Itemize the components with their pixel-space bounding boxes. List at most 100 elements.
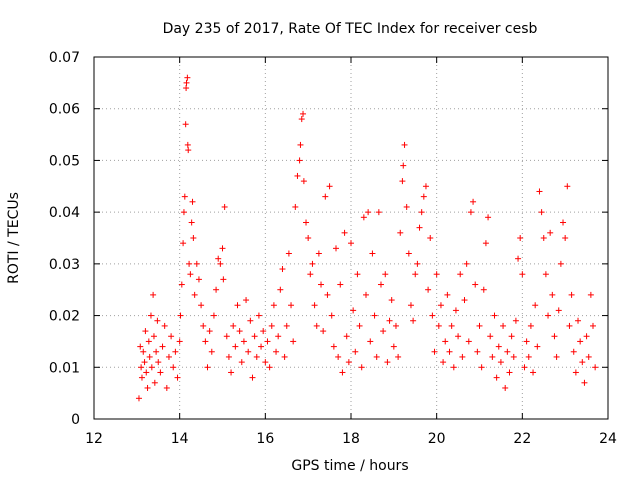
data-point [575, 317, 582, 324]
data-point [215, 255, 222, 262]
data-point [155, 359, 162, 366]
data-point [403, 203, 410, 210]
data-point [538, 209, 545, 216]
data-point [581, 379, 588, 386]
data-point [193, 260, 200, 267]
y-tick-label: 0.05 [49, 153, 80, 169]
data-point [253, 353, 260, 360]
data-point [392, 322, 399, 329]
data-point [186, 260, 193, 267]
data-point [245, 348, 252, 355]
data-point [183, 79, 190, 86]
data-point [161, 322, 168, 329]
data-point [153, 348, 160, 355]
data-point [467, 209, 474, 216]
data-point [587, 291, 594, 298]
data-point [159, 343, 166, 350]
data-point [547, 229, 554, 236]
data-point [330, 343, 337, 350]
data-point [564, 183, 571, 190]
data-point [180, 240, 187, 247]
data-point [165, 353, 172, 360]
data-point [300, 178, 307, 185]
data-point [309, 260, 316, 267]
data-point [442, 338, 449, 345]
data-point [568, 291, 575, 298]
data-point [585, 353, 592, 360]
y-tick-label: 0.06 [49, 102, 80, 118]
data-point [219, 245, 226, 252]
data-point [390, 343, 397, 350]
data-point [523, 338, 530, 345]
data-point [461, 297, 468, 304]
data-point [249, 374, 256, 381]
data-point [519, 271, 526, 278]
data-point [356, 322, 363, 329]
data-point [527, 322, 534, 329]
data-point [145, 338, 152, 345]
data-point [577, 338, 584, 345]
data-point [297, 141, 304, 148]
data-point [178, 281, 185, 288]
data-point [181, 193, 188, 200]
data-point [296, 157, 303, 164]
data-point [290, 338, 297, 345]
data-point [324, 291, 331, 298]
data-point [517, 235, 524, 241]
data-point [452, 307, 459, 314]
data-point [294, 172, 301, 179]
data-point [147, 312, 154, 319]
data-point [335, 353, 342, 360]
data-point [435, 322, 442, 329]
data-point [397, 229, 404, 236]
data-point [590, 322, 597, 329]
data-point [489, 353, 496, 360]
data-point [273, 348, 280, 355]
data-point [395, 353, 402, 360]
data-point [515, 255, 522, 262]
y-tick-label: 0.07 [49, 50, 80, 66]
data-point [440, 359, 447, 366]
data-point [172, 348, 179, 355]
data-point [422, 183, 429, 190]
data-point [268, 322, 275, 329]
x-tick-label: 16 [256, 431, 274, 447]
data-point [343, 333, 350, 340]
data-point [583, 333, 590, 340]
data-point [551, 333, 558, 340]
data-point [487, 333, 494, 340]
data-point [292, 203, 299, 210]
data-point [180, 209, 187, 216]
data-point [560, 219, 567, 226]
data-point [322, 193, 329, 200]
data-point [399, 178, 406, 185]
data-point [135, 395, 142, 402]
data-point [243, 297, 250, 304]
data-point [433, 271, 440, 278]
data-point [187, 271, 194, 278]
data-point [555, 307, 562, 314]
data-point [191, 291, 198, 298]
data-point [217, 260, 224, 267]
y-axis-label: ROTI / TECUs [6, 192, 22, 284]
x-tick-label: 12 [85, 431, 103, 447]
data-point [502, 384, 509, 391]
data-point [470, 198, 477, 205]
data-point [553, 353, 560, 360]
data-point [142, 328, 149, 335]
x-tick-label: 20 [428, 431, 446, 447]
data-point [150, 333, 157, 340]
data-point [333, 245, 340, 252]
data-point [298, 116, 305, 123]
data-point [508, 333, 515, 340]
data-point [288, 302, 295, 309]
data-point [497, 359, 504, 366]
data-point [420, 193, 427, 200]
data-point [525, 353, 532, 360]
data-point [320, 328, 327, 335]
data-point [313, 322, 320, 329]
data-point [512, 317, 519, 324]
data-point [341, 229, 348, 236]
data-point [305, 235, 312, 241]
data-point [354, 271, 361, 278]
